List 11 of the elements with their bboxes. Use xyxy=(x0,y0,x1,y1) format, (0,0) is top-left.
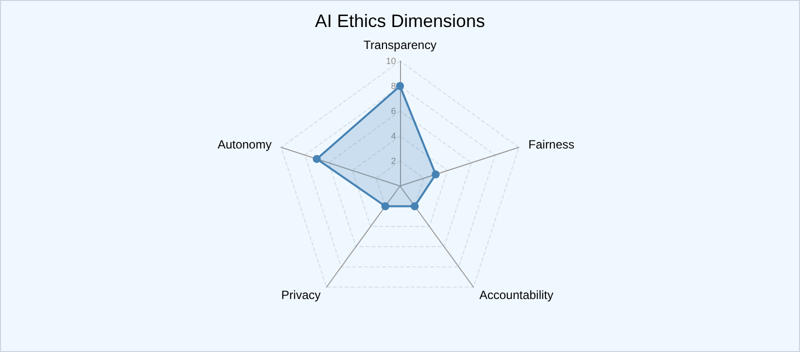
y-tick-label: 6 xyxy=(390,106,396,116)
chart-title: AI Ethics Dimensions xyxy=(314,11,486,31)
spoke-label: Autonomy xyxy=(218,137,272,152)
spoke-label: Transparency xyxy=(364,38,436,52)
spoke-label: Fairness xyxy=(528,137,574,152)
y-tick-label: 4 xyxy=(390,131,396,141)
spoke-label: Accountability xyxy=(479,288,554,302)
spoke-label: Privacy xyxy=(281,288,321,302)
y-tick-label: 8 xyxy=(390,81,396,91)
y-tick-label: 2 xyxy=(390,156,396,166)
y-tick-label: 10 xyxy=(386,56,396,66)
